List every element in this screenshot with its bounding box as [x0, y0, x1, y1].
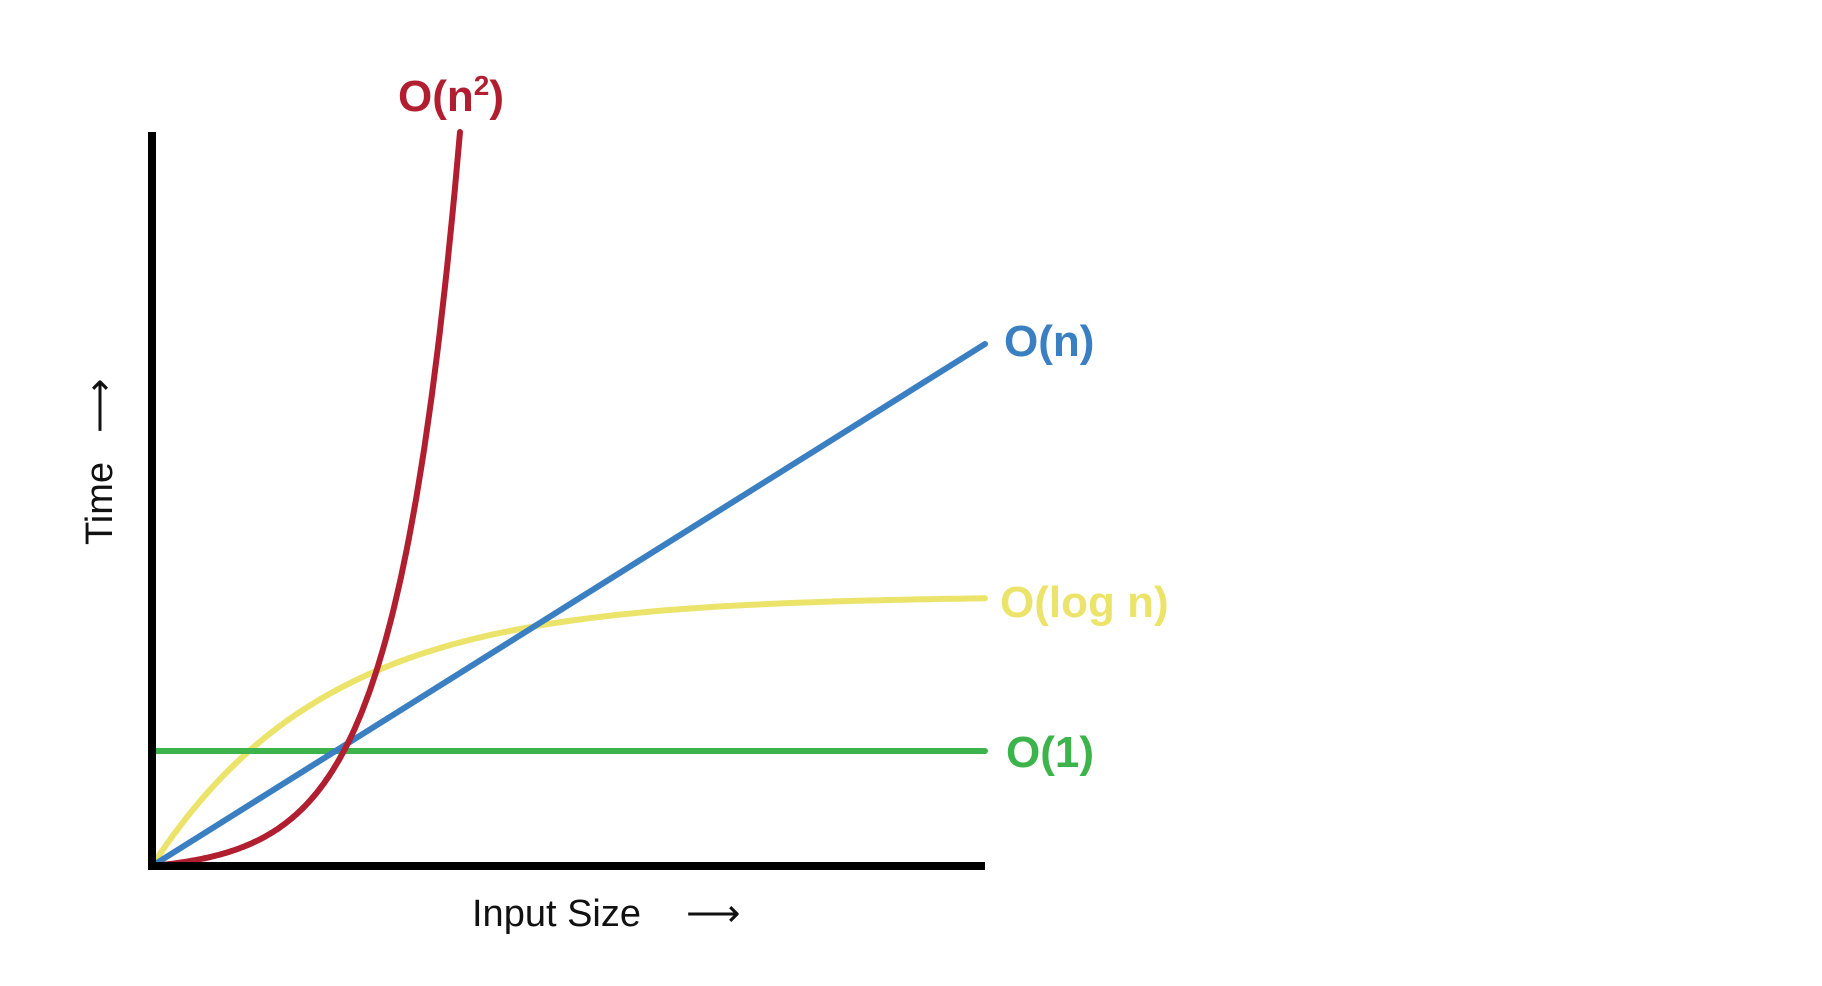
- series-label-n: O(n): [1004, 317, 1094, 366]
- series-line-logn: [149, 595, 988, 869]
- series-line-n: [149, 341, 988, 869]
- y-axis-arrow-icon: ⟶: [79, 379, 121, 433]
- series-line-n2: [149, 129, 463, 869]
- y-axis-label: Time: [79, 462, 121, 545]
- series-label-n2: O(n2): [398, 70, 504, 121]
- x-axis-label: Input Size: [472, 893, 641, 935]
- series-label-one: O(1): [1006, 728, 1094, 777]
- series-label-logn: O(log n): [1000, 578, 1169, 627]
- y-axis-label-group: Time ⟶: [79, 379, 121, 545]
- series-layer: [149, 129, 988, 869]
- x-axis-arrow-icon: ⟶: [686, 893, 740, 935]
